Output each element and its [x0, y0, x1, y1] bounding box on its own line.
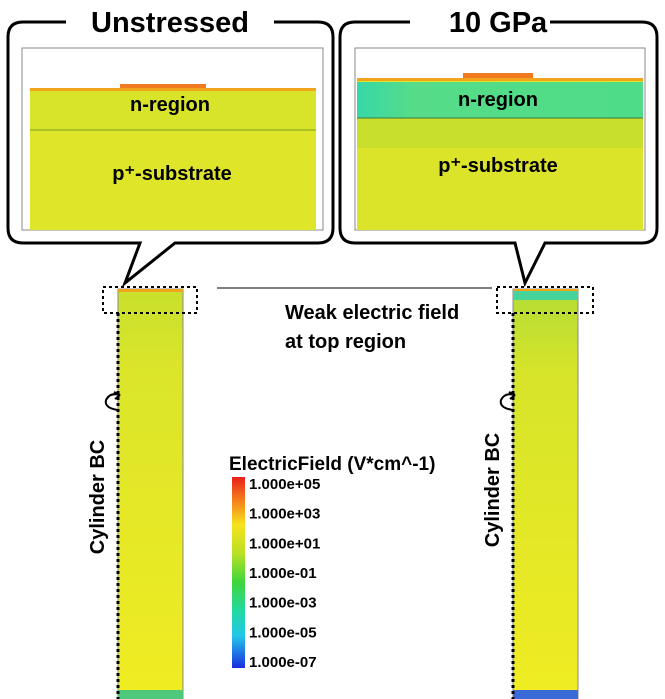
- region-label: n-region: [458, 89, 538, 111]
- figure: Unstressed n-region p⁺-substrate 10 GPa …: [0, 0, 665, 699]
- panel-title: Unstressed: [91, 7, 249, 39]
- legend-label: 1.000e+03: [249, 506, 320, 523]
- legend-label: 1.000e+01: [249, 535, 320, 552]
- column-right: Cylinder BC: [482, 287, 593, 699]
- region-label: n-region: [130, 94, 210, 116]
- legend-label: 1.000e-03: [249, 595, 317, 612]
- callout-right: 10 GPa n-region p⁺-substrate: [340, 7, 657, 283]
- legend: ElectricField (V*cm^-1) 1.000e+05 1.000e+…: [229, 454, 435, 671]
- panel-title: 10 GPa: [449, 7, 548, 39]
- colorbar: [232, 477, 245, 668]
- boundary-label: Cylinder BC: [482, 433, 504, 547]
- callout-left: Unstressed n-region p⁺-substrate: [8, 7, 333, 283]
- annotation: at top region: [285, 331, 406, 353]
- legend-label: 1.000e-05: [249, 624, 317, 641]
- legend-title: ElectricField (V*cm^-1): [229, 454, 435, 475]
- legend-label: 1.000e+05: [249, 476, 320, 493]
- legend-label: 1.000e-01: [249, 565, 317, 582]
- legend-label: 1.000e-07: [249, 654, 317, 671]
- boundary-label: Cylinder BC: [87, 440, 109, 554]
- region-label: p⁺-substrate: [438, 155, 557, 177]
- column-left: Cylinder BC: [87, 287, 197, 699]
- region-label: p⁺-substrate: [112, 163, 231, 185]
- annotation: Weak electric field: [285, 302, 459, 324]
